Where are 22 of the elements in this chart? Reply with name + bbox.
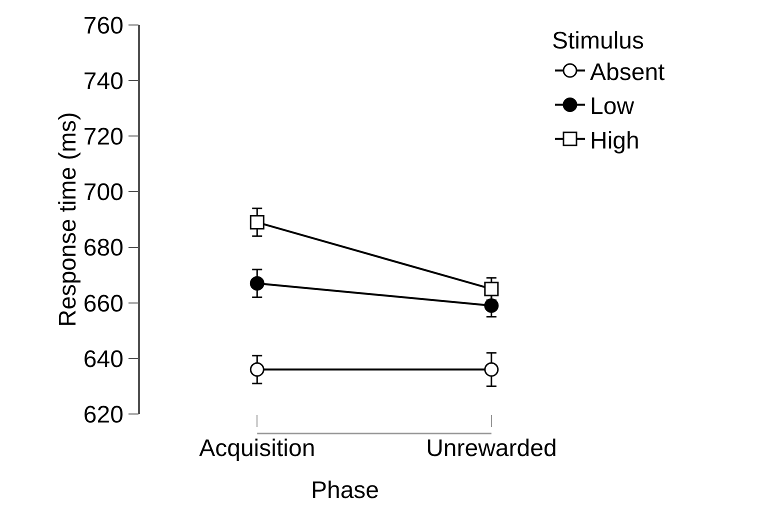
y-tick-label: 700 [83,179,124,206]
legend-label: Low [590,93,635,120]
y-tick-label: 680 [83,234,124,262]
y-tick-label: 720 [83,124,124,151]
y-tick-label: 640 [83,346,124,373]
point [484,282,499,296]
legend-title: Stimulus [552,27,644,54]
point [484,298,499,313]
y-tick-label: 740 [83,68,124,95]
y-tick-label: 620 [83,401,124,428]
x-axis-title: Phase [310,477,380,504]
point [250,215,264,230]
y-axis-title: Response time (ms) [54,112,82,327]
point [250,276,264,291]
legend-label: High [590,127,640,154]
legend-label: Absent [590,58,666,86]
point [250,362,264,377]
y-tick-label: 760 [83,12,124,40]
x-tick-label: Unrewarded [426,434,557,462]
y-tick-label: 660 [83,290,124,318]
x-tick-label: Acquisition [199,434,316,462]
point [484,362,499,377]
